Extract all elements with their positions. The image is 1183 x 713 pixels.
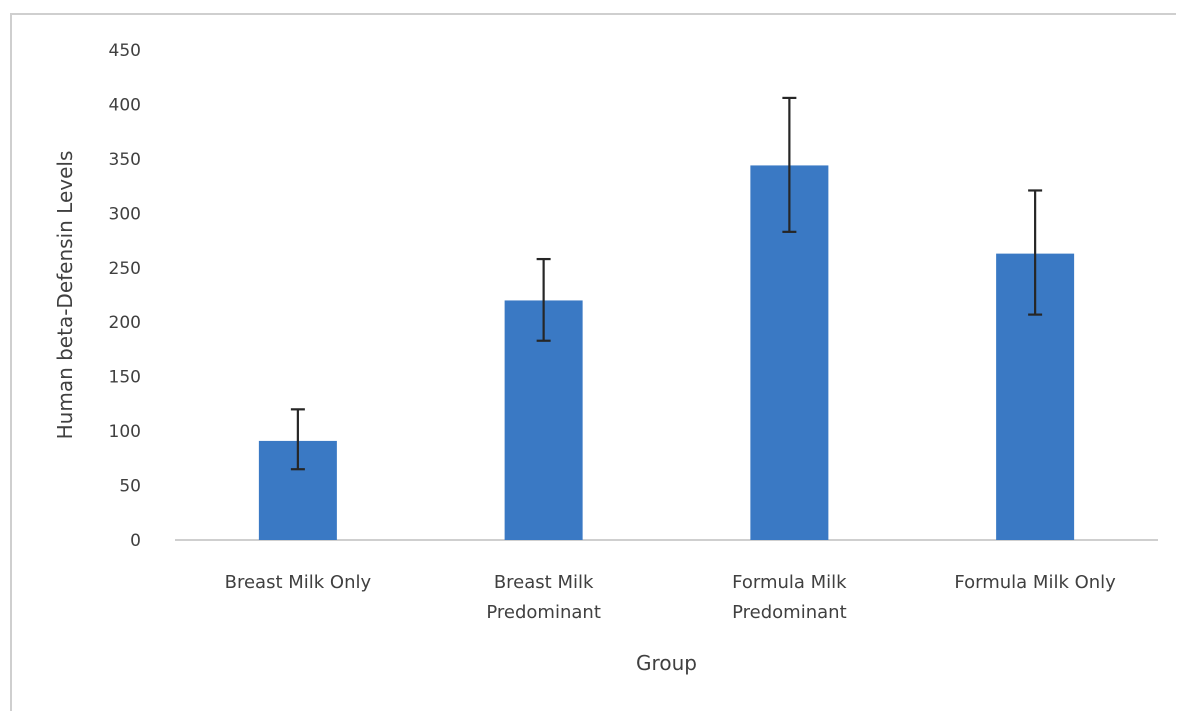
x-category-label-line: Breast Milk — [494, 572, 594, 593]
y-tick-label: 350 — [109, 150, 141, 170]
y-tick-label: 200 — [109, 313, 141, 333]
y-tick-label: 50 — [119, 477, 141, 497]
y-tick-label: 0 — [130, 531, 141, 551]
error-bar — [782, 96, 797, 233]
x-category-label-line: Breast Milk Only — [225, 572, 372, 593]
x-axis-categories: Breast Milk Only Breast Milk PredominantFo… — [225, 572, 1117, 623]
chart-frame — [10, 13, 1176, 711]
bars — [258, 165, 1075, 540]
y-tick-label: 100 — [109, 422, 141, 442]
x-category-label-line: Predominant — [732, 602, 847, 623]
x-category-label: Breast Milk Only — [225, 572, 372, 593]
x-axis-title: Group — [636, 651, 697, 675]
error-bar — [290, 408, 305, 471]
error-bars — [290, 96, 1043, 471]
x-category-label-line: Formula Milk Only — [954, 572, 1116, 593]
y-tick-label: 150 — [109, 368, 141, 388]
y-axis-ticks: 0 50 100 150 200 250 300 350 400 450 — [109, 41, 141, 551]
x-category-label: Formula Milk Only — [954, 572, 1116, 593]
x-category-label: Breast Milk Predominant — [486, 572, 601, 623]
y-tick-label: 250 — [109, 259, 141, 279]
error-bar — [536, 257, 551, 342]
x-category-label-line: Formula Milk — [732, 572, 847, 593]
y-tick-label: 300 — [109, 204, 141, 224]
error-bar — [1028, 189, 1043, 316]
y-tick-label: 450 — [109, 41, 141, 61]
x-category-label: Formula Milk Predominant — [732, 572, 847, 623]
y-axis-title: Human beta-Defensin Levels — [53, 151, 77, 440]
x-category-label-line: Predominant — [486, 602, 601, 623]
y-tick-label: 400 — [109, 95, 141, 115]
